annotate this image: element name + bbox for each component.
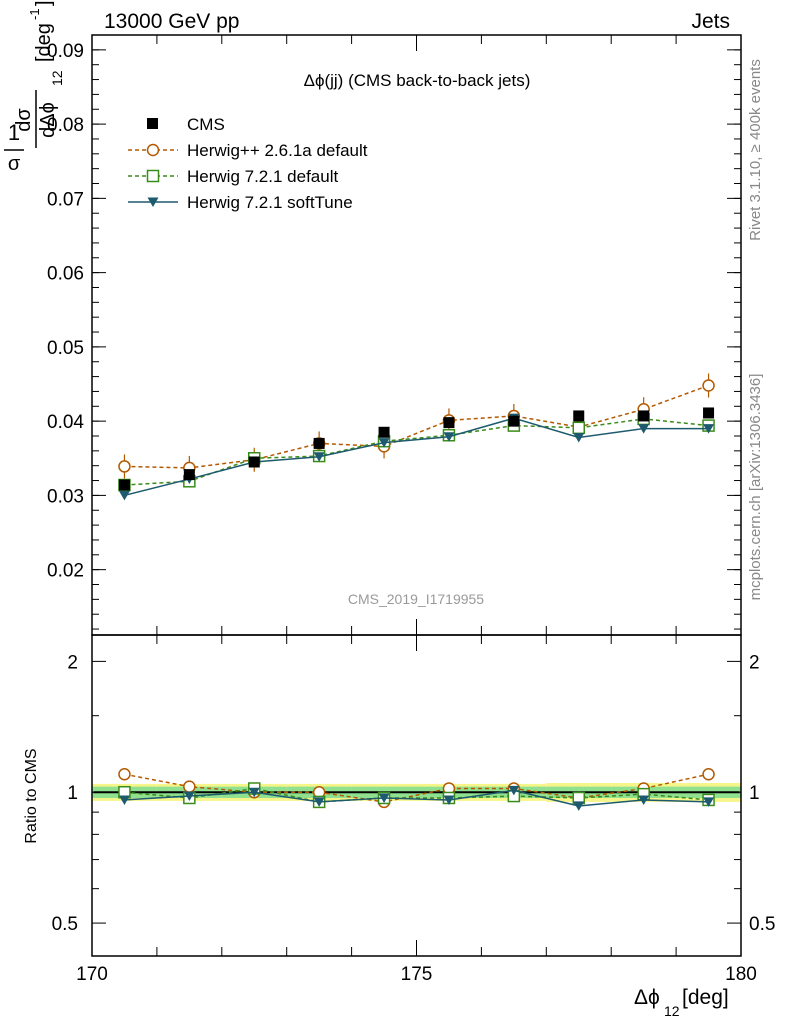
ratio-point-softtune bbox=[443, 795, 455, 805]
ylabel-sup: -1 bbox=[27, 8, 42, 20]
ratio-ytick-label-left: 1 bbox=[67, 783, 78, 804]
ylabel-num: 1 bbox=[8, 120, 20, 145]
ratio-series-softtune bbox=[118, 785, 715, 811]
ratio-point-herwigpp bbox=[702, 767, 715, 781]
main-ytick-label: 0.03 bbox=[47, 486, 84, 507]
point-cms bbox=[573, 410, 585, 422]
legend-entry-cms: CMS bbox=[147, 115, 225, 134]
main-ytick-label: 0.02 bbox=[47, 561, 84, 582]
series-herwigpp bbox=[118, 373, 715, 480]
series-line-softtune bbox=[124, 417, 709, 497]
main-xlabel: Δϕ 12 [deg] bbox=[634, 986, 729, 1019]
ratio-ylabel: Ratio to CMS bbox=[23, 748, 40, 843]
point-cms bbox=[118, 479, 130, 491]
ratio-ytick-label-right: 2 bbox=[749, 652, 760, 673]
series-softtune bbox=[118, 413, 715, 501]
point-softtune bbox=[443, 432, 455, 442]
legend-marker-cms bbox=[147, 118, 158, 129]
point-cms bbox=[183, 469, 195, 481]
point-softtune bbox=[703, 424, 715, 434]
legend-marker-herwig721 bbox=[146, 169, 160, 183]
point-herwigpp bbox=[702, 379, 715, 392]
point-cms bbox=[638, 410, 650, 422]
legend-label-herwig721: Herwig 7.2.1 default bbox=[187, 167, 338, 186]
ratio-point-softtune bbox=[573, 801, 585, 811]
ratio-ytick-label-right: 0.5 bbox=[749, 914, 775, 935]
main-ytick-label: 0.04 bbox=[47, 412, 84, 433]
main-ytick-label: 0.09 bbox=[47, 41, 84, 62]
header-left: 13000 GeV pp bbox=[104, 10, 239, 33]
legend-marker-herwigpp bbox=[146, 143, 160, 157]
xlabel-unit: [deg] bbox=[682, 986, 729, 1009]
ratio-panel: 0.5 0.5 1 1 2 2 170 175 180 bbox=[52, 634, 775, 985]
point-cms bbox=[508, 415, 520, 427]
legend-label-herwigpp: Herwig++ 2.6.1a default bbox=[187, 141, 368, 160]
ylabel-den: σ bbox=[8, 153, 21, 175]
ylabel-close: ] bbox=[33, 0, 55, 6]
legend-entry-softtune: Herwig 7.2.1 softTune bbox=[128, 193, 353, 212]
legend-label-softtune: Herwig 7.2.1 softTune bbox=[187, 193, 353, 212]
ratio-point-softtune bbox=[378, 793, 390, 803]
ratio-point-softtune bbox=[248, 787, 260, 798]
main-ylabel: 1 σ dσ dΔϕ 12 [deg -1 ] bbox=[4, 0, 65, 175]
main-ytick-label: 0.08 bbox=[47, 115, 84, 136]
main-panel: 0.02 0.03 0.04 0.05 0.06 0.07 0.08 0.09 bbox=[47, 34, 742, 636]
legend-entry-herwig721: Herwig 7.2.1 default bbox=[128, 167, 338, 186]
ratio-point-softtune bbox=[313, 797, 325, 807]
ylabel-sub: 12 bbox=[49, 70, 65, 86]
side-text-mcplots: mcplots.cern.ch [arXiv:1306.3436] bbox=[747, 374, 764, 601]
ratio-line-herwig721 bbox=[124, 787, 709, 803]
header-right: Jets bbox=[691, 10, 730, 33]
ratio-ytick-label-left: 2 bbox=[67, 652, 78, 673]
ratio-point-softtune bbox=[638, 795, 650, 805]
watermark-analysis-id: CMS_2019_I1719955 bbox=[348, 591, 484, 607]
point-softtune bbox=[118, 490, 130, 501]
point-herwig721 bbox=[572, 421, 585, 435]
legend-label-cms: CMS bbox=[187, 115, 225, 134]
ratio-line-herwigpp bbox=[124, 773, 709, 803]
ylabel-dnum: dσ bbox=[13, 108, 35, 132]
main-ytick-label: 0.07 bbox=[47, 189, 84, 210]
ratio-ytick-label-right: 1 bbox=[749, 783, 760, 804]
ylabel-dden: dΔϕ bbox=[37, 102, 59, 138]
series-line-herwig721 bbox=[124, 418, 709, 486]
ratio-line-softtune bbox=[124, 789, 709, 807]
point-softtune bbox=[638, 424, 650, 434]
legend-marker-softtune bbox=[147, 197, 159, 207]
ratio-xtick-label: 180 bbox=[725, 964, 757, 985]
ratio-ytick-label-left: 0.5 bbox=[52, 914, 78, 935]
ratio-xtick-label: 175 bbox=[401, 964, 433, 985]
xlabel-sub: 12 bbox=[664, 1003, 680, 1019]
point-herwigpp bbox=[118, 460, 131, 473]
point-cms bbox=[378, 426, 390, 438]
series-herwig721 bbox=[118, 412, 715, 492]
point-cms bbox=[703, 407, 715, 419]
ratio-point-softtune bbox=[183, 791, 195, 802]
ratio-point-softtune bbox=[508, 785, 520, 796]
series-cms bbox=[118, 407, 715, 491]
series-line-herwigpp bbox=[124, 384, 709, 469]
main-ytick-label: 0.06 bbox=[47, 264, 84, 285]
point-cms bbox=[313, 437, 325, 449]
legend-entry-herwigpp: Herwig++ 2.6.1a default bbox=[128, 141, 368, 160]
ratio-xtick-label: 170 bbox=[76, 964, 108, 985]
point-softtune bbox=[378, 438, 390, 448]
xlabel-main: Δϕ bbox=[634, 986, 660, 1009]
point-softtune bbox=[573, 432, 585, 443]
ratio-point-herwigpp bbox=[118, 767, 131, 781]
point-softtune bbox=[313, 452, 325, 462]
main-title: Δϕ(jj) (CMS back-to-back jets) bbox=[304, 71, 531, 90]
point-cms bbox=[248, 456, 260, 468]
legend: CMS Herwig++ 2.6.1a default Herwig 7.2.1… bbox=[128, 115, 368, 212]
ratio-point-herwigpp bbox=[183, 780, 196, 793]
point-cms bbox=[443, 417, 455, 429]
side-text-rivet: Rivet 3.1.10, ≥ 400k events bbox=[747, 59, 764, 241]
ratio-point-softtune bbox=[703, 797, 715, 807]
ratio-point-softtune bbox=[118, 795, 130, 805]
ylabel-unit: [deg bbox=[33, 23, 55, 62]
main-ytick-label: 0.05 bbox=[47, 338, 84, 359]
